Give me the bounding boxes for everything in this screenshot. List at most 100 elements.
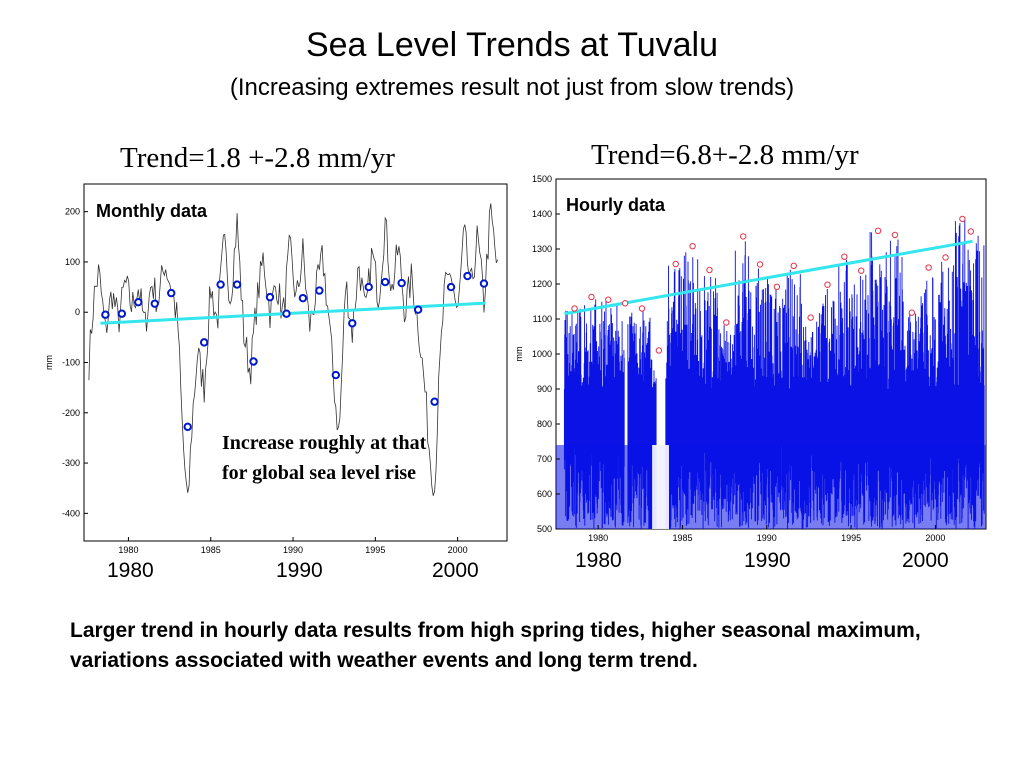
- monthly-ytick-label-1: 100: [65, 257, 80, 267]
- monthly-marker-23: [479, 279, 489, 288]
- hourly-marker-3: [621, 300, 629, 307]
- hourly-xtick-label-0: 1980: [588, 533, 608, 543]
- hourly-trend-label: Trend=6.8+-2.8 mm/yr: [591, 139, 859, 171]
- hourly-marker-21: [925, 264, 932, 271]
- slide-subtitle: (Increasing extremes result not just fro…: [229, 74, 795, 101]
- hourly-ytick-label-7: 800: [537, 419, 552, 429]
- hourly-big-year-1: 1980: [575, 549, 622, 572]
- hourly-xtick-label-1: 1985: [672, 533, 692, 543]
- hourly-xtick-label-3: 1995: [841, 533, 861, 543]
- monthly-marker-19: [413, 305, 423, 314]
- hourly-marker-19: [891, 231, 899, 239]
- hourly-series-group: [556, 215, 986, 529]
- monthly-marker-13: [315, 286, 324, 295]
- monthly-big-year-2: 1990: [276, 559, 323, 582]
- hourly-trend-line: [564, 239, 973, 316]
- monthly-marker-14: [331, 370, 341, 380]
- slide-title: Sea Level Trends at Tuvalu: [305, 26, 719, 64]
- hourly-xtick-label-2: 1990: [757, 533, 777, 543]
- hourly-marker-22: [942, 254, 949, 261]
- monthly-marker-5: [183, 422, 192, 432]
- hourly-ytick-label-5: 1000: [532, 349, 552, 359]
- hourly-marker-18: [874, 227, 882, 235]
- hourly-base-band: [556, 445, 986, 529]
- slide-caption: Larger trend in hourly data results from…: [70, 619, 921, 672]
- hourly-marker-10: [739, 233, 747, 240]
- monthly-series-group: [88, 203, 499, 496]
- hourly-marker-16: [841, 253, 848, 260]
- hourly-marker-11: [756, 261, 764, 268]
- monthly-marker-0: [101, 310, 110, 319]
- monthly-marker-11: [282, 309, 291, 318]
- hourly-xtick-label-4: 2000: [925, 533, 945, 543]
- monthly-marker-9: [249, 357, 258, 366]
- hourly-ytick-label-0: 1500: [532, 174, 552, 184]
- monthly-ylabel: mm: [44, 355, 54, 370]
- monthly-marker-10: [265, 292, 275, 302]
- monthly-marker-4: [167, 288, 176, 298]
- hourly-marker-8: [706, 266, 713, 274]
- monthly-xtick-label-0: 1980: [118, 545, 138, 555]
- monthly-marker-3: [150, 299, 159, 308]
- monthly-panel-label: Monthly data: [96, 201, 208, 221]
- monthly-ytick-label-0: 200: [65, 207, 80, 217]
- hourly-marker-15: [824, 281, 831, 288]
- monthly-marker-20: [430, 397, 439, 406]
- monthly-trend-line: [100, 301, 486, 325]
- hourly-marker-9: [723, 319, 730, 326]
- hourly-big-year-2: 1990: [744, 549, 791, 572]
- hourly-marker-5: [655, 347, 663, 354]
- hourly-marker-6: [672, 260, 679, 268]
- hourly-marker-7: [689, 243, 696, 250]
- hourly-ytick-label-2: 1300: [532, 244, 552, 254]
- monthly-xtick-label-4: 2000: [448, 545, 468, 555]
- monthly-xtick-label-1: 1985: [201, 545, 221, 555]
- monthly-marker-7: [216, 280, 225, 289]
- monthly-ytick-label-3: -100: [62, 358, 80, 368]
- monthly-xtick-label-3: 1995: [365, 545, 385, 555]
- monthly-ytick-label-6: -400: [62, 508, 80, 518]
- monthly-marker-15: [348, 319, 357, 328]
- monthly-marker-17: [381, 277, 390, 287]
- hourly-ytick-label-6: 900: [537, 384, 552, 394]
- hourly-marker-13: [790, 262, 797, 269]
- hourly-marker-24: [967, 228, 975, 235]
- hourly-ytick-label-3: 1200: [532, 279, 552, 289]
- hourly-big-year-3: 2000: [902, 549, 949, 572]
- hourly-marker-20: [908, 309, 916, 316]
- hourly-ytick-label-8: 700: [537, 454, 552, 464]
- hourly-ytick-label-1: 1400: [532, 209, 552, 219]
- monthly-marker-21: [446, 282, 456, 292]
- note-line-1: Increase roughly at that: [222, 432, 427, 454]
- monthly-marker-8: [232, 280, 242, 289]
- hourly-low-gap: [652, 445, 669, 529]
- monthly-big-year-3: 2000: [432, 559, 479, 582]
- hourly-marker-0: [571, 305, 578, 312]
- monthly-ytick-label-5: -300: [62, 458, 80, 468]
- monthly-big-year-1: 1980: [107, 559, 154, 582]
- monthly-marker-6: [199, 338, 209, 347]
- monthly-trend-label: Trend=1.8 +-2.8 mm/yr: [120, 142, 395, 174]
- hourly-marker-17: [858, 267, 865, 274]
- monthly-xtick-label-2: 1990: [283, 545, 303, 555]
- hourly-ylabel: mm: [514, 347, 524, 362]
- monthly-marker-18: [397, 278, 406, 288]
- hourly-marker-23: [959, 215, 966, 223]
- hourly-marker-1: [588, 293, 595, 301]
- hourly-panel-label: Hourly data: [566, 195, 666, 215]
- hourly-ytick-label-9: 600: [537, 489, 552, 499]
- note-line-2: for global sea level rise: [222, 462, 417, 484]
- hourly-marker-12: [773, 283, 781, 290]
- hourly-ytick-label-4: 1100: [533, 314, 552, 324]
- monthly-series-line: [88, 203, 499, 496]
- monthly-ytick-label-4: -200: [62, 408, 80, 418]
- hourly-marker-14: [807, 314, 814, 321]
- hourly-ytick-label-10: 500: [537, 524, 552, 534]
- global-rise-note: Increase roughly at that for global sea …: [222, 428, 426, 488]
- monthly-marker-22: [463, 271, 472, 281]
- hourly-marker-2: [605, 296, 612, 303]
- hourly-marker-4: [638, 305, 646, 312]
- monthly-marker-2: [134, 297, 143, 307]
- monthly-ytick-label-2: 0: [75, 307, 80, 317]
